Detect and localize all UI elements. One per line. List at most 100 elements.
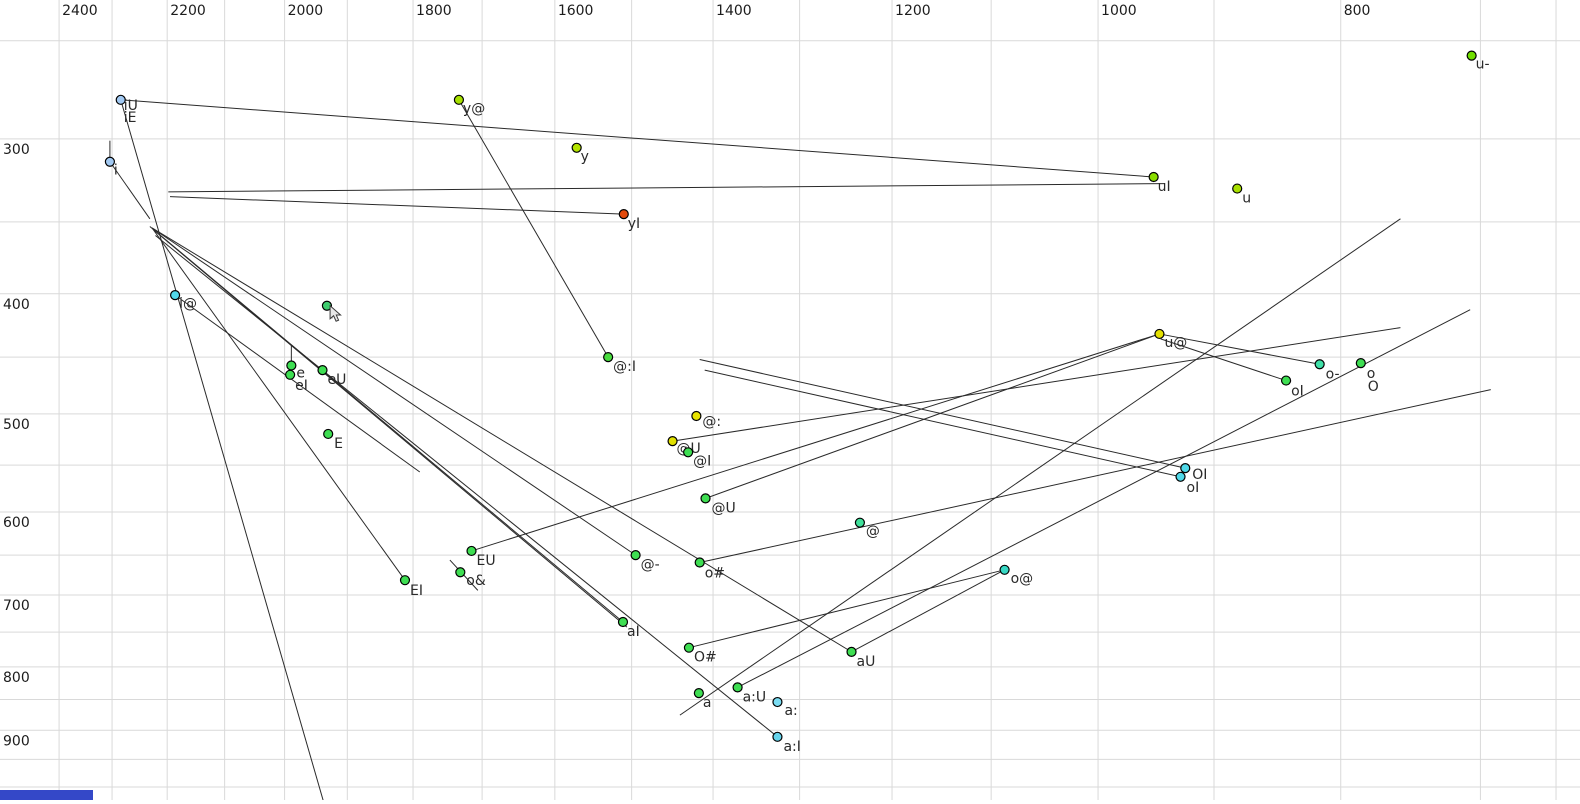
data-point-label: u@ (1164, 335, 1187, 351)
y-tick-label: 700 (3, 598, 30, 614)
data-point-label: @:I (613, 359, 636, 375)
data-point[interactable] (683, 447, 694, 458)
data-point-label: i@ (179, 296, 197, 312)
data-point[interactable] (1280, 375, 1292, 386)
data-point[interactable] (104, 156, 116, 167)
data-point-label: a (703, 695, 712, 711)
data-point-label: @ (866, 524, 880, 540)
trajectory-line (672, 327, 1401, 442)
data-point-label: @U (712, 500, 736, 516)
data-point-label: @I (693, 453, 711, 469)
data-point-label: E (334, 436, 343, 452)
data-point-label: @- (641, 557, 660, 573)
data-point[interactable] (571, 142, 582, 153)
data-point-label: y (581, 149, 589, 165)
data-point[interactable] (772, 731, 783, 742)
data-point[interactable] (1466, 50, 1477, 61)
data-point[interactable] (1148, 171, 1159, 183)
data-point[interactable] (846, 646, 857, 657)
data-point-label: OI (1192, 467, 1207, 483)
data-point-label: e (296, 365, 305, 381)
data-point[interactable] (1175, 471, 1186, 482)
mouse-cursor-icon (329, 304, 342, 322)
data-point-label: @: (702, 414, 721, 430)
data-point[interactable] (683, 642, 695, 653)
data-point[interactable] (466, 545, 477, 557)
data-point[interactable] (603, 352, 614, 363)
data-point-label: y@ (463, 101, 485, 117)
data-point-label: O# (694, 650, 717, 666)
data-point-label: o- (1326, 366, 1340, 382)
data-point[interactable] (323, 428, 334, 440)
data-point[interactable] (286, 360, 297, 371)
x-tick-label: 2000 (288, 3, 324, 19)
data-point[interactable] (618, 209, 629, 220)
data-point-label: EU (477, 553, 496, 569)
data-point-label: EI (410, 583, 423, 599)
data-point[interactable] (772, 696, 783, 708)
data-point[interactable] (630, 550, 641, 561)
selection-strip (0, 790, 93, 800)
data-point[interactable] (453, 94, 465, 105)
data-point-label: eI (295, 378, 308, 394)
data-point[interactable] (667, 436, 678, 447)
data-point-label: u (1242, 191, 1251, 207)
data-point[interactable] (700, 493, 711, 504)
data-point-label: eU (328, 372, 347, 388)
data-point[interactable] (285, 369, 296, 380)
data-point[interactable] (169, 289, 181, 301)
data-point-label: aI (627, 624, 640, 640)
data-point-label: o# (705, 566, 725, 582)
y-tick-label: 800 (3, 670, 30, 686)
data-point-label: oI (1291, 384, 1304, 400)
y-tick-label: 600 (3, 515, 30, 531)
trajectory-line (1160, 338, 1287, 382)
data-point[interactable] (999, 564, 1010, 575)
data-point[interactable] (694, 557, 705, 568)
trajectory-line (688, 569, 1005, 649)
trajectory-line (704, 369, 1181, 478)
data-point-label: i (114, 163, 118, 179)
trajectory-line (705, 333, 1160, 499)
trajectory-line (155, 235, 778, 738)
data-point[interactable] (1232, 183, 1243, 194)
x-tick-label: 2400 (62, 3, 98, 19)
y-tick-label: 900 (3, 733, 30, 749)
data-point[interactable] (1180, 463, 1191, 474)
data-point[interactable] (617, 616, 629, 628)
data-point[interactable] (732, 682, 743, 693)
data-point[interactable] (693, 688, 704, 699)
trajectory-line (151, 227, 406, 581)
trajectory-line (699, 359, 1186, 469)
data-point[interactable] (321, 300, 333, 311)
data-point[interactable] (455, 567, 466, 578)
trajectory-line (851, 569, 1005, 653)
data-point[interactable] (854, 517, 866, 528)
y-tick-label: 500 (3, 417, 30, 433)
data-point-label: aU (857, 654, 876, 670)
data-point[interactable] (399, 575, 411, 586)
y-tick-label: 400 (3, 297, 30, 313)
data-point[interactable] (1154, 328, 1165, 340)
data-point-label: o@ (1011, 571, 1034, 587)
data-point[interactable] (115, 94, 126, 105)
trajectory-line (151, 227, 636, 556)
data-point[interactable] (1355, 358, 1366, 369)
trajectory-line (109, 161, 151, 220)
data-point-label: uI (1158, 179, 1171, 195)
trajectory-line (154, 230, 628, 628)
trajectory-line (120, 99, 1154, 178)
data-point-label: u- (1476, 57, 1490, 73)
trajectory-line (458, 99, 609, 358)
y-tick-label: 300 (3, 142, 30, 158)
data-point-label: yI (628, 216, 640, 232)
data-point[interactable] (691, 410, 702, 422)
x-tick-label: 1600 (558, 3, 594, 19)
x-tick-label: 1000 (1101, 3, 1137, 19)
data-point[interactable] (1314, 359, 1325, 370)
trajectory-line (120, 99, 324, 801)
data-point[interactable] (317, 365, 328, 376)
trajectory-line (699, 389, 1491, 563)
